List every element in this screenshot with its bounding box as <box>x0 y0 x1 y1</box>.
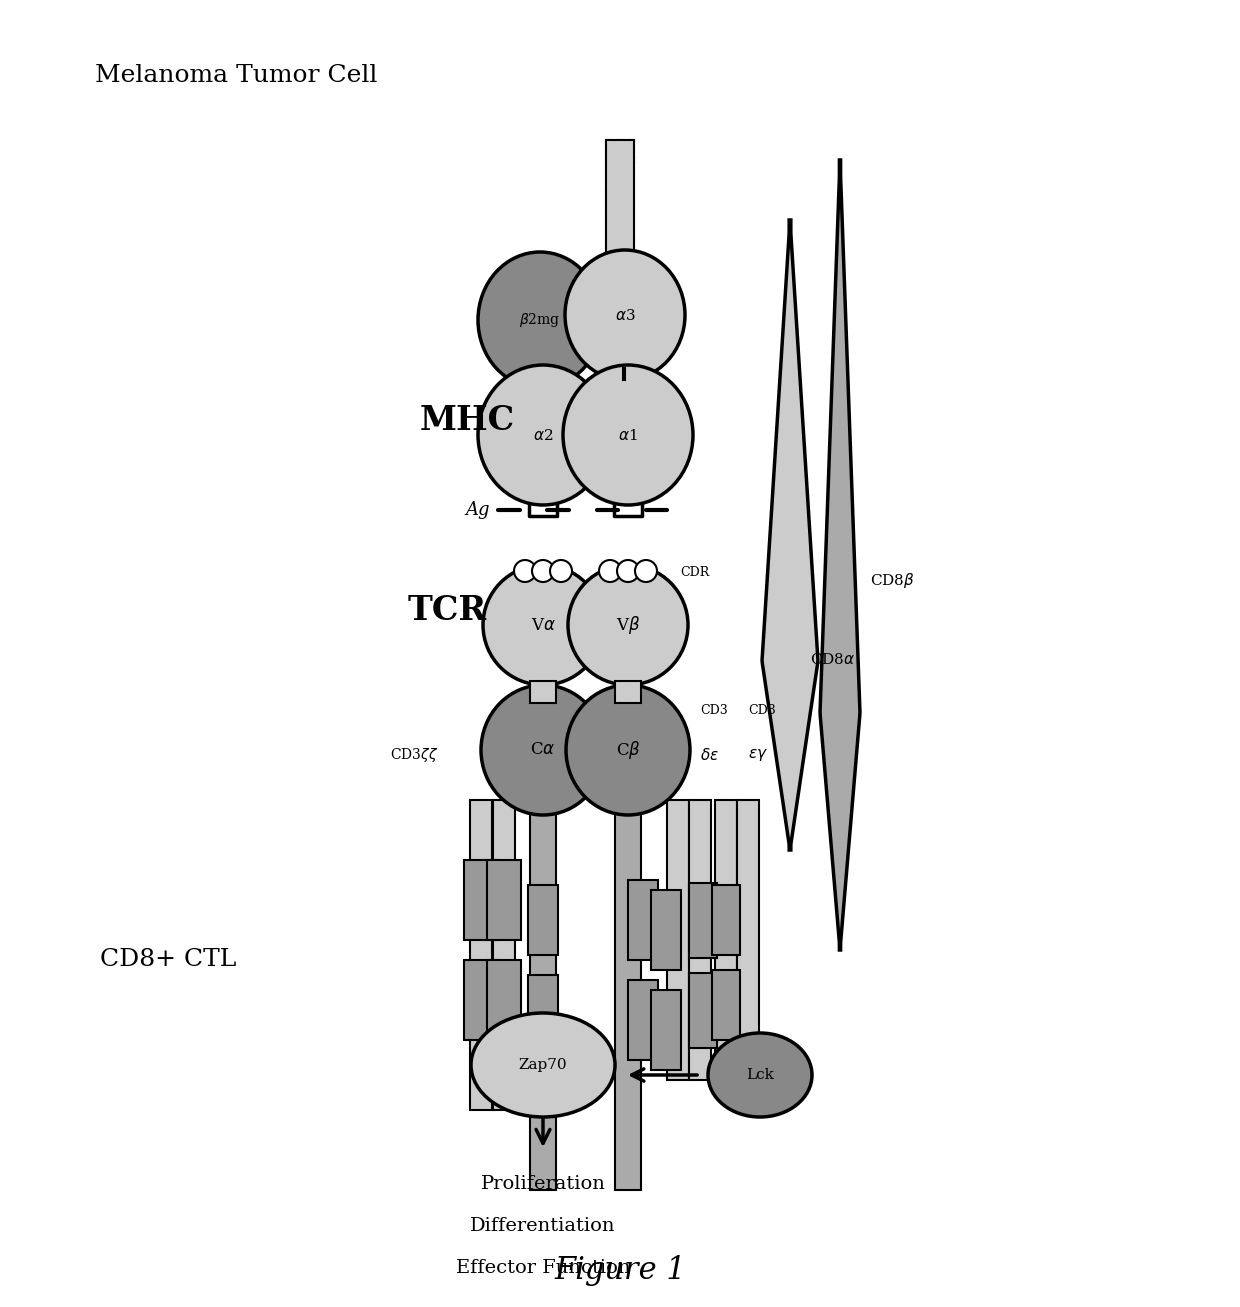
Text: $\delta\varepsilon$: $\delta\varepsilon$ <box>701 748 719 763</box>
Text: CD3: CD3 <box>748 703 776 716</box>
Text: CDR: CDR <box>680 566 709 579</box>
Bar <box>627 880 658 961</box>
Ellipse shape <box>471 1013 615 1117</box>
Text: CD8$\alpha$: CD8$\alpha$ <box>810 652 856 668</box>
Bar <box>615 800 641 1189</box>
Ellipse shape <box>565 685 689 816</box>
Bar <box>487 860 521 940</box>
Text: $\alpha$1: $\alpha$1 <box>619 427 637 443</box>
Text: MHC: MHC <box>420 404 515 437</box>
Bar <box>737 800 759 1060</box>
Text: CD8+ CTL: CD8+ CTL <box>100 949 237 971</box>
Bar <box>689 972 717 1048</box>
Text: Zap70: Zap70 <box>518 1057 568 1072</box>
Ellipse shape <box>551 559 572 582</box>
Ellipse shape <box>515 559 536 582</box>
Text: C$\beta$: C$\beta$ <box>615 738 640 761</box>
Ellipse shape <box>708 1033 812 1117</box>
Bar <box>712 885 740 955</box>
Text: TCR: TCR <box>408 593 487 626</box>
Text: CD3: CD3 <box>701 703 728 716</box>
Bar <box>494 800 515 1110</box>
Text: CD3$\zeta\zeta$: CD3$\zeta\zeta$ <box>389 746 438 765</box>
Bar <box>487 961 521 1040</box>
Ellipse shape <box>635 559 657 582</box>
Ellipse shape <box>618 559 639 582</box>
Bar <box>651 989 681 1070</box>
Text: Lck: Lck <box>746 1068 774 1082</box>
Bar <box>606 140 634 260</box>
Text: V$\beta$: V$\beta$ <box>616 614 640 637</box>
Bar <box>651 890 681 970</box>
Text: Figure 1: Figure 1 <box>554 1255 686 1286</box>
Bar <box>464 860 498 940</box>
Ellipse shape <box>484 565 603 685</box>
Ellipse shape <box>565 250 684 380</box>
Text: Proliferation: Proliferation <box>481 1175 605 1193</box>
Text: $\alpha$3: $\alpha$3 <box>615 307 635 323</box>
Bar <box>667 800 689 1080</box>
Bar <box>712 970 740 1040</box>
Polygon shape <box>763 220 818 850</box>
Bar <box>464 961 498 1040</box>
Bar <box>528 975 558 1046</box>
Bar <box>470 800 492 1110</box>
Text: $\alpha$2: $\alpha$2 <box>533 427 553 443</box>
Polygon shape <box>820 159 861 950</box>
Text: $\beta$2mg: $\beta$2mg <box>520 311 560 329</box>
Bar <box>615 681 641 703</box>
Text: $\varepsilon\gamma$: $\varepsilon\gamma$ <box>748 748 768 763</box>
Text: V$\alpha$: V$\alpha$ <box>531 617 556 634</box>
Ellipse shape <box>568 565 688 685</box>
Text: Melanoma Tumor Cell: Melanoma Tumor Cell <box>95 64 377 86</box>
Text: CD8$\beta$: CD8$\beta$ <box>870 570 915 589</box>
Ellipse shape <box>599 559 621 582</box>
Bar <box>529 800 556 1189</box>
Text: Differentiation: Differentiation <box>470 1217 616 1235</box>
Ellipse shape <box>477 365 608 505</box>
Ellipse shape <box>481 685 605 816</box>
Text: Effector Function: Effector Function <box>456 1259 630 1277</box>
Bar <box>627 980 658 1060</box>
Bar <box>715 800 737 1060</box>
Text: C$\alpha$: C$\alpha$ <box>531 741 556 758</box>
Bar <box>528 885 558 955</box>
Bar <box>689 800 711 1080</box>
Bar <box>529 681 556 703</box>
Ellipse shape <box>477 252 601 388</box>
Bar <box>606 140 634 260</box>
Bar <box>689 884 717 958</box>
Ellipse shape <box>563 365 693 505</box>
Ellipse shape <box>532 559 554 582</box>
Text: Ag: Ag <box>465 501 490 519</box>
